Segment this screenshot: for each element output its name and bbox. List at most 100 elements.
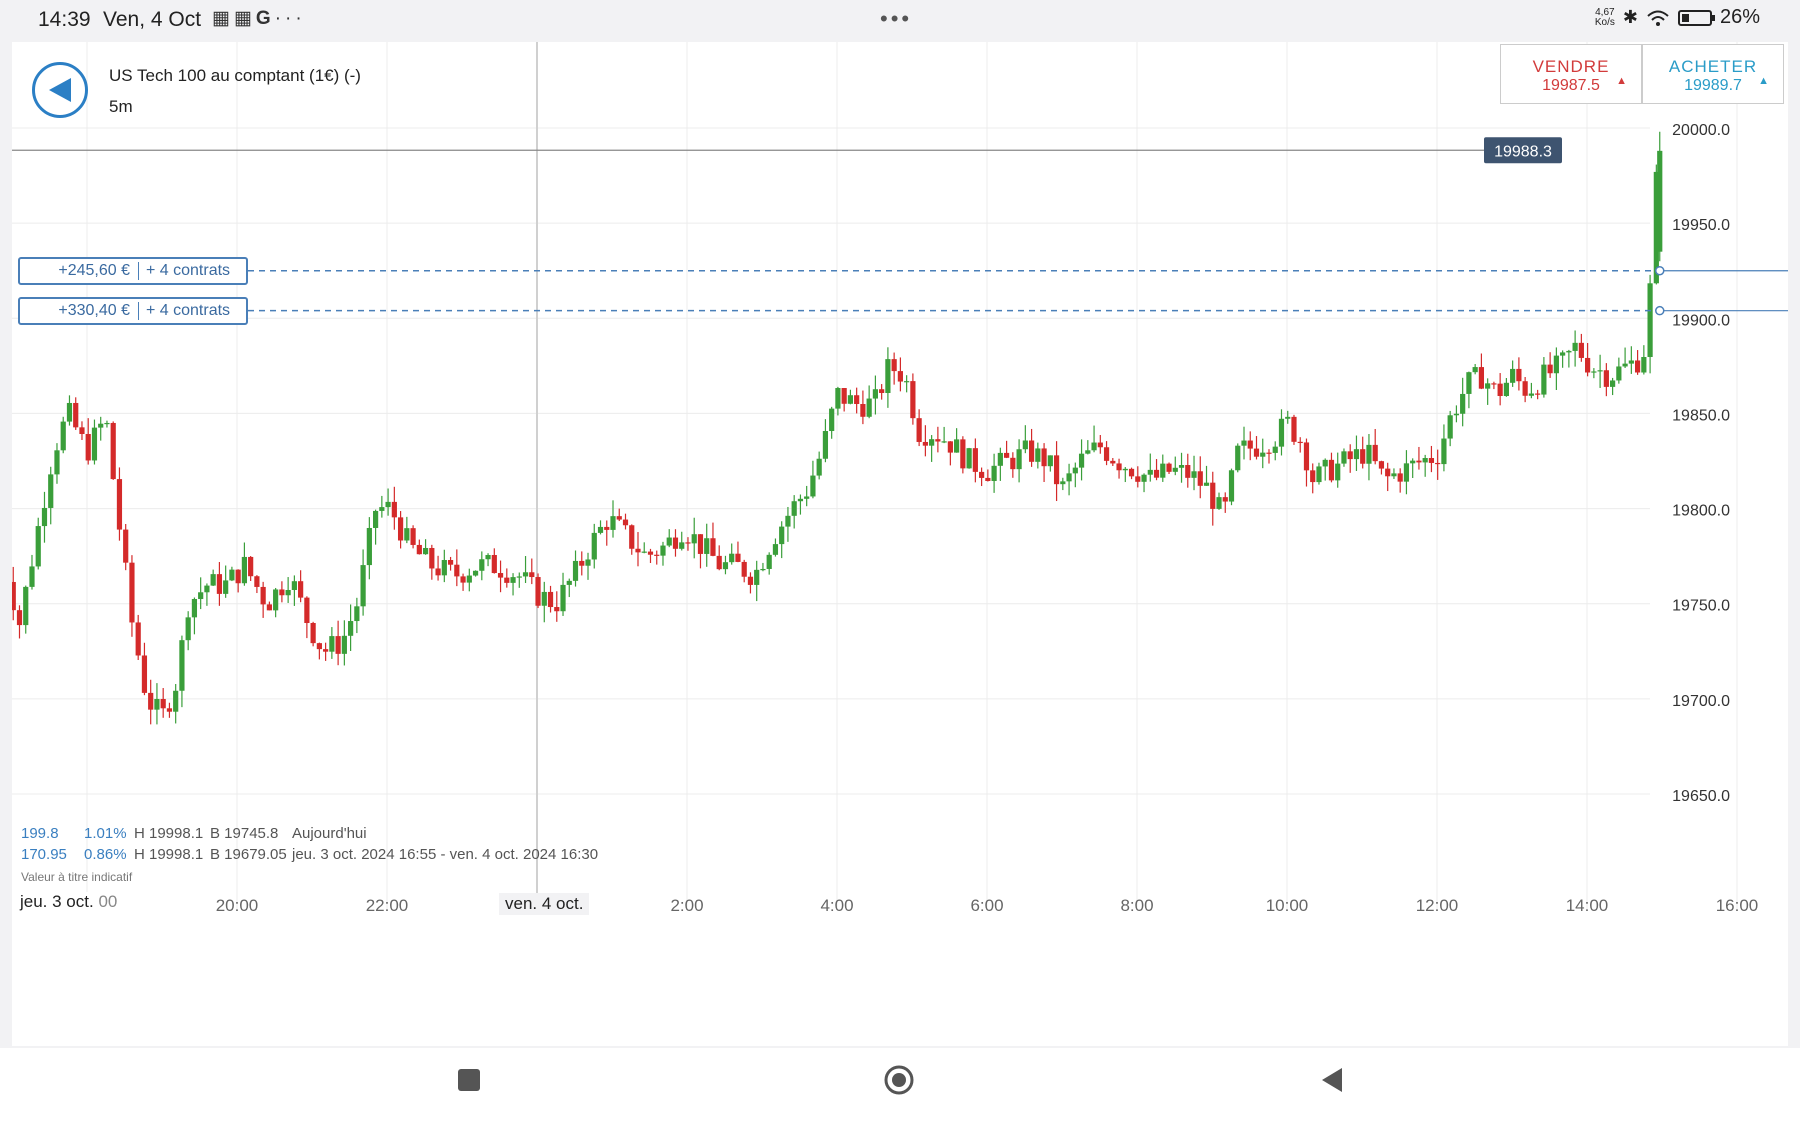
y-tick-label: 20000.0 [1672,122,1730,139]
candle-body [1466,372,1472,394]
candle-body [1535,393,1541,395]
candle-body [148,692,154,710]
candle-body [1060,481,1066,485]
candle-body [160,698,166,709]
candle-body [110,422,116,480]
candle-body [1391,473,1397,477]
candle-body [1303,442,1310,471]
candle-body [1210,482,1216,509]
nav-back-button[interactable] [1320,1066,1344,1099]
candle-body [954,439,960,453]
candle-body [410,528,416,545]
candle-body [1197,471,1203,486]
candle-body [173,690,179,712]
instrument-title: US Tech 100 au comptant (1€) (-) [109,66,361,85]
candle-body [404,528,410,541]
candle-body [1347,451,1353,460]
candle-body [916,418,922,442]
price-chart[interactable]: 20000.0 19950.0 19900.0 19850.0 19800.0 19750… [12,42,1788,1046]
y-tick-label: 19650.0 [1672,788,1730,805]
sell-button[interactable]: VENDRE 19987.5 ▲ [1500,44,1642,104]
candle-body [416,544,422,555]
candle-body [291,581,297,590]
candle-body [1035,448,1041,462]
candle-body [535,577,541,606]
candle-body [1041,448,1047,467]
position-marker [1655,305,1665,316]
candle-body [991,465,997,482]
candle-body [260,586,266,605]
candle-body [747,576,754,585]
candle-body [904,381,910,383]
candle-body [722,562,729,570]
candle-body [1591,371,1597,373]
window-menu-icon[interactable]: ••• [880,6,913,31]
candle-body [647,551,654,555]
candle-body [872,389,878,399]
candle-body [841,388,847,404]
candle-body [85,434,91,461]
candle-body [541,591,547,606]
candle-body [754,569,760,585]
buy-button[interactable]: ACHETER 19989.7 ▲ [1642,44,1784,104]
candle-body [1097,442,1103,448]
candle-body [979,471,985,478]
candle-body [941,441,947,443]
candle-body [379,507,385,511]
y-tick-label: 19900.0 [1672,312,1730,329]
candle-body [972,448,978,472]
candle-body [704,538,710,554]
candle-body [1122,468,1128,471]
x-tick-label: 14:00 [1566,896,1609,915]
x-tick-label: 6:00 [970,896,1003,915]
candle-body [1522,381,1528,396]
candle-body [454,564,460,577]
candle-body [191,599,198,618]
candle-body [1428,458,1435,463]
candle-body [1403,463,1410,482]
candle-body [547,591,554,608]
candle-body [1160,463,1166,478]
candle-body [29,566,35,587]
candle-body [1185,465,1191,478]
candle-body [1141,474,1147,482]
candle-body [1597,370,1603,372]
candle-body [660,545,666,556]
candle-body [366,527,372,566]
position-label[interactable]: +245,60 € + 4 contrats [18,256,248,285]
candle-body [1010,457,1016,470]
candle-body [572,560,579,581]
candle-body [854,395,860,404]
candle-body [585,559,591,566]
candle-body [497,573,504,578]
candle-body [897,371,903,382]
position-label[interactable]: +330,40 € + 4 contrats [18,296,248,325]
candle-body [1528,393,1534,396]
candle-body [35,526,41,567]
back-button[interactable] [32,62,88,118]
system-indicators: 4,67 Ko/s ✱ 26% [1595,6,1760,29]
buy-label: ACHETER [1668,57,1758,76]
circle-icon [884,1065,914,1095]
timeframe-label[interactable]: 5m [109,97,133,116]
candle-body [135,622,141,656]
candle-body [60,421,66,451]
candle-body [1222,497,1228,502]
battery-percent: 26% [1719,6,1760,28]
candle-body [866,398,872,417]
candle-body [273,589,279,611]
recents-button[interactable] [457,1068,481,1097]
candle-body [822,431,829,459]
candle-body [341,635,347,654]
y-tick-label: 19700.0 [1672,693,1730,710]
home-button[interactable] [883,1064,915,1101]
candle-body [679,542,685,549]
candle-body [1078,453,1085,468]
notification-icons: ▦▦G··· [212,7,306,30]
candle-body [860,403,866,417]
x-tick-label: 2:00 [670,896,703,915]
candle-body [997,452,1003,466]
candle-body [179,640,185,691]
status-date: Ven, 4 Oct [103,8,202,31]
candle-body [772,544,779,555]
